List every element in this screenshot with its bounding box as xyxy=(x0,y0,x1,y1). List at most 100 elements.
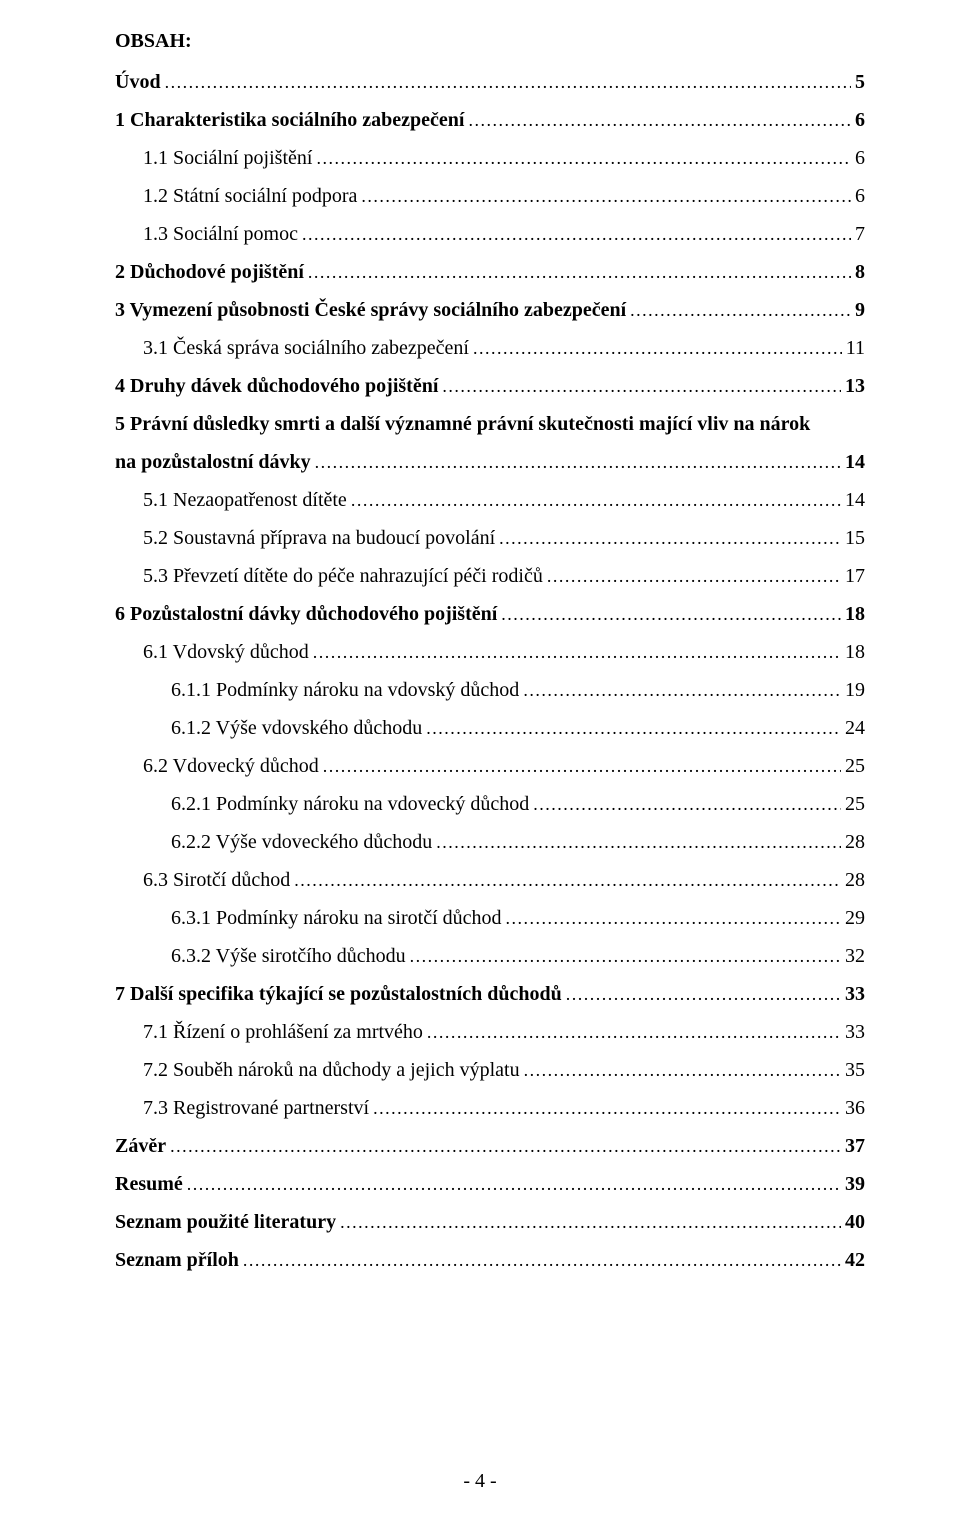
toc-entry: 5.1 Nezaopatřenost dítěte14 xyxy=(115,481,865,519)
toc-label: Úvod xyxy=(115,63,161,101)
toc-label: 6 Pozůstalostní dávky důchodového pojišt… xyxy=(115,595,497,633)
toc-leader-dots xyxy=(499,519,841,557)
toc-entry: Závěr37 xyxy=(115,1127,865,1165)
toc-entry: 6.3.2 Výše sirotčího důchodu 32 xyxy=(115,937,865,975)
toc-entry: 6.1.1 Podmínky nároku na vdovský důchod1… xyxy=(115,671,865,709)
toc-leader-dots xyxy=(630,291,851,329)
toc-leader-dots xyxy=(566,975,841,1013)
toc-page-number: 6 xyxy=(855,139,865,177)
toc-entry: na pozůstalostní dávky14 xyxy=(115,443,865,481)
toc-entry: 4 Druhy dávek důchodového pojištění 13 xyxy=(115,367,865,405)
toc-page-number: 18 xyxy=(845,595,865,633)
toc-page-number: 7 xyxy=(855,215,865,253)
toc-leader-dots xyxy=(315,443,841,481)
toc-leader-dots xyxy=(308,253,851,291)
toc-label: 4 Druhy dávek důchodového pojištění xyxy=(115,367,438,405)
toc-page-number: 9 xyxy=(855,291,865,329)
toc-label: Seznam příloh xyxy=(115,1241,239,1279)
toc-label: 6.1.2 Výše vdovského důchodu xyxy=(171,709,422,747)
toc-entry: Úvod5 xyxy=(115,63,865,101)
toc-leader-dots xyxy=(373,1089,841,1127)
toc-entry: 6.2 Vdovecký důchod25 xyxy=(115,747,865,785)
toc-leader-dots xyxy=(473,329,842,367)
toc-leader-dots xyxy=(243,1241,841,1279)
toc-entry: Seznam příloh 42 xyxy=(115,1241,865,1279)
toc-entry: Resumé 39 xyxy=(115,1165,865,1203)
toc-leader-dots xyxy=(426,709,841,747)
toc-entry: 3.1 Česká správa sociálního zabezpečení1… xyxy=(115,329,865,367)
toc-entry: 6.2.2 Výše vdoveckého důchodu 28 xyxy=(115,823,865,861)
toc-page-number: 28 xyxy=(845,823,865,861)
toc-page-number: 40 xyxy=(845,1203,865,1241)
toc-page-number: 42 xyxy=(845,1241,865,1279)
toc-leader-dots xyxy=(410,937,841,975)
toc-label: 7.2 Souběh nároků na důchody a jejich vý… xyxy=(143,1051,520,1089)
toc-label: 6.3.2 Výše sirotčího důchodu xyxy=(171,937,406,975)
toc-label: Závěr xyxy=(115,1127,166,1165)
toc-entry: 7.3 Registrované partnerství 36 xyxy=(115,1089,865,1127)
toc-label: 6.1 Vdovský důchod xyxy=(143,633,309,671)
toc-entry: 5.2 Soustavná příprava na budoucí povolá… xyxy=(115,519,865,557)
toc-entry: 6 Pozůstalostní dávky důchodového pojišt… xyxy=(115,595,865,633)
toc-leader-dots xyxy=(468,101,851,139)
toc-page-number: 17 xyxy=(845,557,865,595)
toc-page-number: 28 xyxy=(845,861,865,899)
toc-label: 5.3 Převzetí dítěte do péče nahrazující … xyxy=(143,557,543,595)
toc-page-number: 14 xyxy=(845,443,865,481)
toc-leader-dots xyxy=(506,899,841,937)
toc-label: 5 Právní důsledky smrti a další významné… xyxy=(115,413,810,435)
toc-label: 2 Důchodové pojištění xyxy=(115,253,304,291)
toc-page-number: 32 xyxy=(845,937,865,975)
toc-entry: 1.2 Státní sociální podpora 6 xyxy=(115,177,865,215)
toc-entry: 7.1 Řízení o prohlášení za mrtvého 33 xyxy=(115,1013,865,1051)
toc-leader-dots xyxy=(523,671,841,709)
toc-leader-dots xyxy=(442,367,841,405)
toc-label: Resumé xyxy=(115,1165,183,1203)
toc-entry: 7.2 Souběh nároků na důchody a jejich vý… xyxy=(115,1051,865,1089)
toc-label: 7.3 Registrované partnerství xyxy=(143,1089,369,1127)
toc-leader-dots xyxy=(323,747,841,785)
toc-leader-dots xyxy=(547,557,841,595)
toc-entry: 6.2.1 Podmínky nároku na vdovecký důchod… xyxy=(115,785,865,823)
toc-page-number: 33 xyxy=(845,975,865,1013)
toc-label: 1.1 Sociální pojištění xyxy=(143,139,312,177)
toc-leader-dots xyxy=(436,823,841,861)
toc-label: 5.2 Soustavná příprava na budoucí povolá… xyxy=(143,519,495,557)
toc-label: 1.3 Sociální pomoc xyxy=(143,215,298,253)
toc-leader-dots xyxy=(533,785,841,823)
toc-leader-dots xyxy=(427,1013,841,1051)
toc-entry: 5.3 Převzetí dítěte do péče nahrazující … xyxy=(115,557,865,595)
toc-label: 6.2 Vdovecký důchod xyxy=(143,747,319,785)
toc-label: 6.2.1 Podmínky nároku na vdovecký důchod xyxy=(171,785,529,823)
toc-entry: 1.1 Sociální pojištění 6 xyxy=(115,139,865,177)
toc-entry: 1.3 Sociální pomoc 7 xyxy=(115,215,865,253)
toc-page-number: 33 xyxy=(845,1013,865,1051)
document-page: OBSAH: Úvod51 Charakteristika sociálního… xyxy=(0,0,960,1517)
toc-label: 6.3 Sirotčí důchod xyxy=(143,861,290,899)
toc-label: 6.2.2 Výše vdoveckého důchodu xyxy=(171,823,432,861)
toc-label: 1.2 Státní sociální podpora xyxy=(143,177,357,215)
toc-label: Seznam použité literatury xyxy=(115,1203,336,1241)
toc-entry: 3 Vymezení působnosti České správy sociá… xyxy=(115,291,865,329)
toc-leader-dots xyxy=(316,139,851,177)
toc-page-number: 18 xyxy=(845,633,865,671)
toc-page-number: 13 xyxy=(845,367,865,405)
toc-leader-dots xyxy=(294,861,841,899)
toc-page-number: 39 xyxy=(845,1165,865,1203)
toc-heading: OBSAH: xyxy=(115,30,865,53)
toc-label: 3.1 Česká správa sociálního zabezpečení xyxy=(143,329,469,367)
toc-label: 1 Charakteristika sociálního zabezpečení xyxy=(115,101,464,139)
toc-entry: 6.3 Sirotčí důchod 28 xyxy=(115,861,865,899)
toc-page-number: 6 xyxy=(855,177,865,215)
toc-leader-dots xyxy=(302,215,851,253)
page-number-footer: - 4 - xyxy=(0,1470,960,1493)
toc-page-number: 36 xyxy=(845,1089,865,1127)
toc-leader-dots xyxy=(170,1127,841,1165)
toc-entry: Seznam použité literatury 40 xyxy=(115,1203,865,1241)
toc-label: 7.1 Řízení o prohlášení za mrtvého xyxy=(143,1013,423,1051)
toc-entry: 6.3.1 Podmínky nároku na sirotčí důchod2… xyxy=(115,899,865,937)
toc-entry: 1 Charakteristika sociálního zabezpečení… xyxy=(115,101,865,139)
toc-leader-dots xyxy=(313,633,841,671)
toc-leader-dots xyxy=(165,63,851,101)
toc-leader-dots xyxy=(187,1165,841,1203)
